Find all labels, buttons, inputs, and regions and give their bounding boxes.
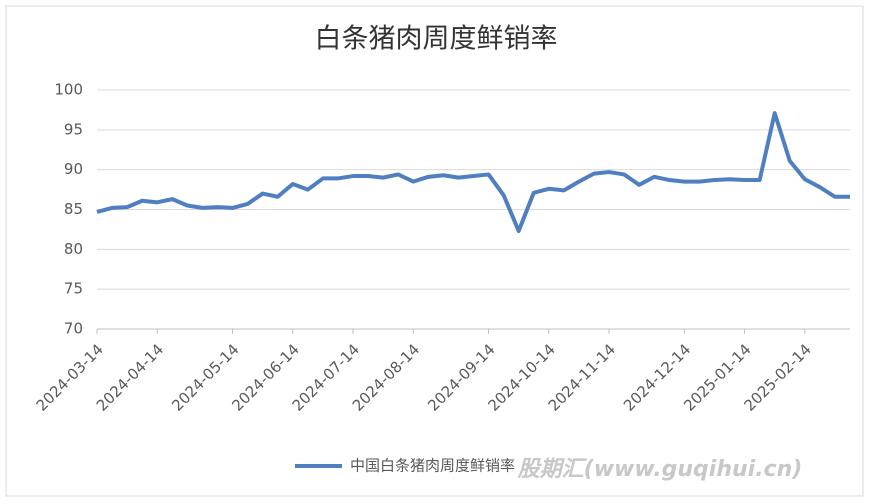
y-tick-label: 100 [54, 81, 83, 99]
y-tick-label: 95 [64, 120, 83, 138]
y-tick-label: 90 [64, 160, 83, 178]
chart-frame [5, 5, 864, 497]
y-tick-label: 75 [64, 280, 83, 298]
y-tick-label: 80 [64, 240, 83, 258]
line-series [96, 111, 850, 234]
legend-label: 中国白条猪肉周度鲜销率 [350, 457, 515, 475]
y-tick-label: 85 [64, 200, 83, 218]
watermark: 股期汇(www.guqihui.cn) [517, 457, 803, 482]
chart-title: 白条猪肉周度鲜销率 [315, 24, 558, 55]
y-tick-label: 70 [64, 320, 83, 338]
